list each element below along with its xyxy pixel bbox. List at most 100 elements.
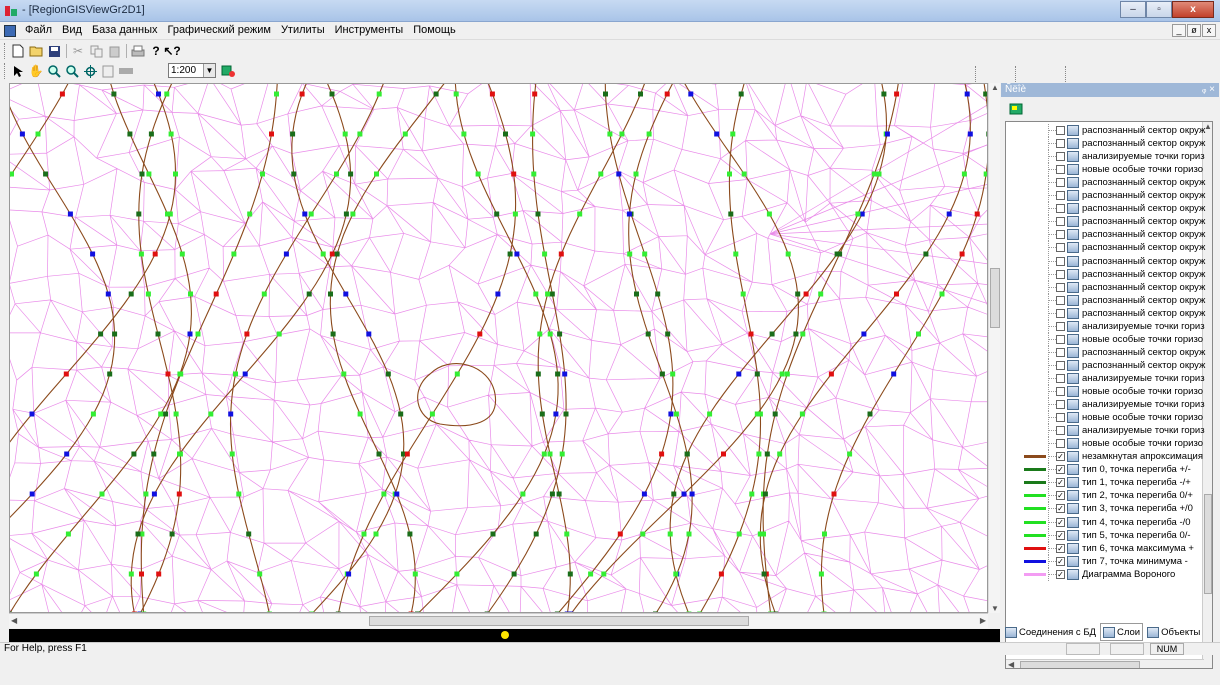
layer-checkbox[interactable] [1056, 426, 1065, 436]
feature-point[interactable] [603, 91, 608, 97]
feature-point[interactable] [401, 451, 406, 457]
feature-point[interactable] [748, 331, 754, 337]
dock-grip[interactable] [975, 66, 978, 82]
map-horizontal-scrollbar[interactable]: ◀ ▶ [9, 613, 988, 628]
feature-point[interactable] [749, 491, 755, 497]
contour-line[interactable] [10, 84, 116, 613]
feature-point[interactable] [828, 371, 834, 377]
layer-item[interactable]: новые особые точки горизо [1006, 332, 1206, 346]
feature-point[interactable] [187, 331, 193, 337]
contour-line[interactable] [291, 84, 405, 613]
feature-point[interactable] [881, 91, 887, 97]
feature-point[interactable] [320, 251, 326, 257]
feature-point[interactable] [681, 491, 687, 497]
layer-item[interactable]: новые особые точки горизо [1006, 163, 1206, 177]
layer-item[interactable]: распознанный сектор окруж [1006, 293, 1206, 307]
feature-point[interactable] [29, 491, 35, 497]
scroll-down-icon[interactable]: ▼ [991, 604, 999, 613]
contour-line[interactable] [10, 84, 192, 613]
tab-db-connections[interactable]: Соединения с БД [1005, 623, 1096, 641]
feature-point[interactable] [773, 611, 779, 614]
feature-point[interactable] [793, 331, 799, 337]
scroll-thumb[interactable] [1204, 494, 1212, 594]
feature-point[interactable] [559, 451, 565, 457]
feature-point[interactable] [495, 291, 501, 297]
feature-point[interactable] [983, 171, 988, 177]
feature-point[interactable] [454, 371, 460, 377]
feature-point[interactable] [542, 251, 548, 257]
feature-point[interactable] [402, 131, 408, 137]
layer-item[interactable]: ✓ Диаграмма Вороного [1006, 567, 1206, 581]
contour-line[interactable] [762, 84, 899, 613]
feature-point[interactable] [143, 491, 149, 497]
feature-point[interactable] [274, 91, 279, 97]
feature-point[interactable] [916, 331, 921, 337]
feature-point[interactable] [721, 451, 726, 457]
feature-point[interactable] [374, 171, 379, 177]
feature-point[interactable] [511, 171, 517, 177]
scroll-left-icon[interactable]: ◀ [1008, 660, 1015, 669]
feature-point[interactable] [549, 291, 555, 297]
feature-point[interactable] [964, 91, 970, 97]
feature-point[interactable] [867, 411, 873, 417]
feature-point[interactable] [983, 91, 988, 97]
feature-point[interactable] [821, 611, 827, 614]
feature-point[interactable] [554, 611, 560, 614]
feature-point[interactable] [127, 131, 133, 137]
menu-file[interactable]: Файл [25, 24, 53, 36]
feature-point[interactable] [512, 211, 518, 217]
tab-layers[interactable]: Слои [1100, 623, 1144, 641]
layer-list[interactable]: ▲ ◀ распознанный сектор окруж распознанны… [1005, 121, 1213, 669]
layer-checkbox[interactable] [1056, 269, 1065, 279]
feature-point[interactable] [671, 491, 677, 497]
layer-item[interactable]: распознанный сектор окруж [1006, 176, 1206, 190]
feature-point[interactable] [484, 611, 490, 614]
layer-item[interactable]: новые особые точки горизо [1006, 411, 1206, 425]
feature-point[interactable] [176, 491, 182, 497]
feature-point[interactable] [684, 451, 690, 457]
feature-point[interactable] [761, 531, 766, 537]
feature-point[interactable] [665, 331, 671, 337]
feature-point[interactable] [891, 371, 897, 377]
feature-point[interactable] [549, 491, 555, 497]
save-icon[interactable] [46, 43, 62, 59]
feature-point[interactable] [754, 371, 760, 377]
zoom-in-icon[interactable] [46, 63, 62, 79]
feature-point[interactable] [779, 371, 785, 377]
layer-item[interactable]: анализируемые точки гориз [1006, 150, 1206, 164]
layer-checkbox[interactable]: ✓ [1056, 465, 1065, 475]
feature-point[interactable] [659, 371, 665, 377]
feature-point[interactable] [762, 491, 768, 497]
feature-point[interactable] [617, 531, 623, 537]
contour-line[interactable] [10, 84, 73, 613]
feature-point[interactable] [146, 171, 152, 177]
feature-point[interactable] [65, 531, 71, 537]
feature-point[interactable] [537, 331, 543, 337]
layer-item[interactable]: распознанный сектор окруж [1006, 254, 1206, 268]
layer-item[interactable]: распознанный сектор окруж [1006, 267, 1206, 281]
layer-checkbox[interactable] [1056, 308, 1065, 318]
menu-help[interactable]: Помощь [413, 24, 456, 36]
minimize-button[interactable]: – [1120, 1, 1146, 18]
feature-point[interactable] [619, 131, 625, 137]
feature-point[interactable] [707, 411, 713, 417]
feature-point[interactable] [777, 451, 783, 457]
contour-ring[interactable] [417, 363, 497, 427]
feature-point[interactable] [547, 331, 553, 337]
layer-item[interactable]: распознанный сектор окруж [1006, 189, 1206, 203]
feature-point[interactable] [99, 491, 105, 497]
layer-item[interactable]: распознанный сектор окруж [1006, 215, 1206, 229]
feature-point[interactable] [673, 571, 679, 577]
feature-point[interactable] [334, 171, 339, 177]
feature-point[interactable] [520, 491, 526, 497]
layers-tool-icon[interactable] [1009, 103, 1023, 115]
feature-point[interactable] [876, 171, 882, 177]
feature-point[interactable] [633, 171, 639, 177]
feature-point[interactable] [655, 291, 661, 297]
feature-point[interactable] [503, 131, 508, 137]
feature-point[interactable] [688, 91, 694, 97]
layer-checkbox[interactable] [1056, 295, 1065, 305]
feature-point[interactable] [357, 131, 363, 137]
feature-point[interactable] [408, 611, 414, 614]
feature-point[interactable] [29, 411, 35, 417]
